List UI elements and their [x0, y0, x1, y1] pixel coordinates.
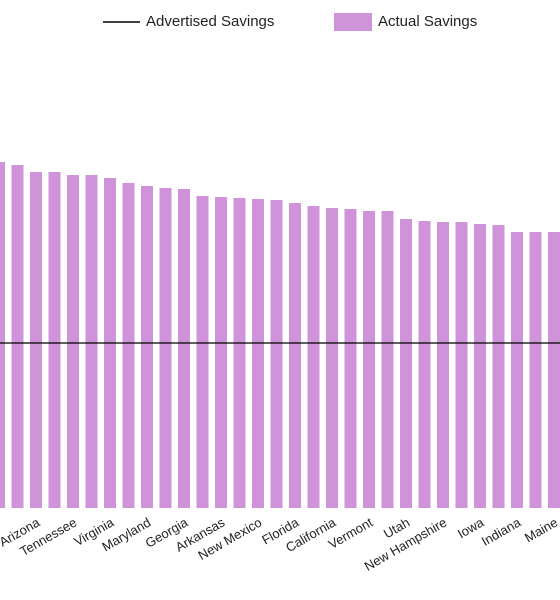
legend-swatch [334, 13, 372, 31]
bar [85, 175, 98, 508]
bar [363, 211, 375, 508]
bar [344, 209, 357, 508]
bar [233, 198, 246, 508]
bar [400, 219, 412, 508]
bar [474, 224, 486, 508]
bar [529, 232, 542, 508]
bar [0, 162, 5, 508]
bar [548, 232, 560, 508]
bar [30, 172, 42, 508]
bar [437, 222, 449, 508]
bar [511, 232, 523, 508]
bar [159, 188, 172, 508]
bar [418, 221, 431, 508]
x-tick-label: Indiana [479, 514, 524, 549]
bar [67, 175, 79, 508]
bar [307, 206, 320, 508]
bar [270, 200, 283, 508]
bar [289, 203, 301, 508]
bar [252, 199, 264, 508]
bar [196, 196, 209, 508]
bar [326, 208, 338, 508]
legend-label: Actual Savings [378, 13, 477, 30]
bar [492, 225, 505, 508]
bar [381, 211, 394, 508]
x-tick-label: Maine [522, 515, 560, 546]
bar [141, 186, 153, 508]
legend-label: Advertised Savings [146, 13, 274, 30]
bar [455, 222, 468, 508]
bar [48, 172, 61, 508]
bar [215, 197, 227, 508]
bar [122, 183, 135, 508]
bar [11, 165, 24, 508]
bar [178, 189, 190, 508]
